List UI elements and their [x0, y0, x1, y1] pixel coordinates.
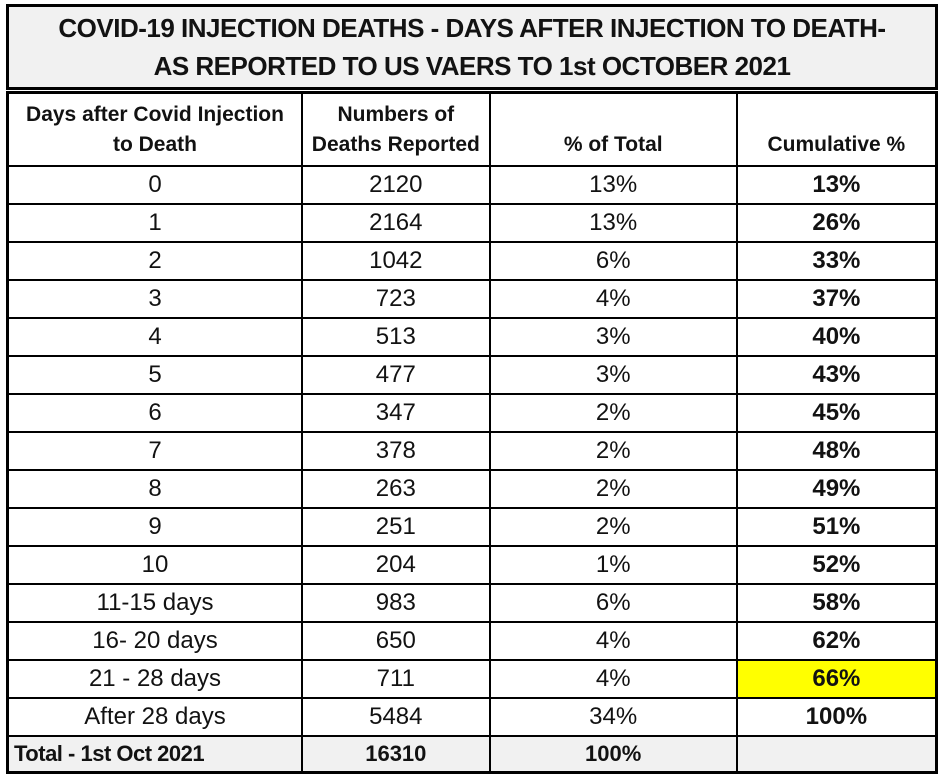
days-after-injection-cell: 4 — [6, 317, 303, 357]
deaths-reported-cell: 204 — [300, 545, 491, 585]
pct-of-total-cell: 3% — [488, 317, 738, 357]
table-row: 3 723 4% 37% — [6, 279, 938, 319]
pct-of-total-cell: 1% — [488, 545, 738, 585]
deaths-reported-cell: 5484 — [300, 697, 491, 737]
column-header-days: Days after Covid Injection to Death — [6, 91, 303, 167]
days-after-injection-cell: 21 - 28 days — [6, 659, 303, 699]
deaths-reported-cell: 1042 — [300, 241, 491, 281]
pct-of-total-cell: 2% — [488, 469, 738, 509]
table-row: 7 378 2% 48% — [6, 431, 938, 471]
table-title: COVID-19 INJECTION DEATHS - DAYS AFTER I… — [6, 4, 938, 90]
deaths-reported-cell: 513 — [300, 317, 491, 357]
table-row: 10 204 1% 52% — [6, 545, 938, 585]
cumulative-pct-cell: 26% — [735, 203, 938, 243]
cumulative-pct-cell: 58% — [735, 583, 938, 623]
cumulative-pct-cell: 48% — [735, 431, 938, 471]
pct-of-total-cell: 2% — [488, 431, 738, 471]
deaths-reported-cell: 723 — [300, 279, 491, 319]
days-after-injection-cell: 6 — [6, 393, 303, 433]
pct-of-total-cell: 4% — [488, 621, 738, 661]
total-cumulative-cell — [735, 735, 938, 774]
title-line-1: COVID-19 INJECTION DEATHS - DAYS AFTER I… — [58, 13, 886, 43]
cumulative-pct-cell: 43% — [735, 355, 938, 395]
deaths-reported-cell: 2164 — [300, 203, 491, 243]
deaths-reported-cell: 2120 — [300, 165, 491, 205]
deaths-reported-cell: 711 — [300, 659, 491, 699]
table-row: 6 347 2% 45% — [6, 393, 938, 433]
days-after-injection-cell: 3 — [6, 279, 303, 319]
days-after-injection-cell: 16- 20 days — [6, 621, 303, 661]
cumulative-pct-cell-highlighted: 66% — [735, 659, 938, 699]
deaths-reported-cell: 477 — [300, 355, 491, 395]
table-row: 8 263 2% 49% — [6, 469, 938, 509]
pct-of-total-cell: 2% — [488, 507, 738, 547]
cumulative-pct-cell: 62% — [735, 621, 938, 661]
table-row: 2 1042 6% 33% — [6, 241, 938, 281]
cumulative-pct-cell: 100% — [735, 697, 938, 737]
deaths-reported-cell: 251 — [300, 507, 491, 547]
days-after-injection-cell: 7 — [6, 431, 303, 471]
header-row: Days after Covid Injection to Death Numb… — [6, 91, 938, 167]
column-header-cumulative-pct: Cumulative % — [735, 91, 938, 167]
cumulative-pct-cell: 52% — [735, 545, 938, 585]
table-row: 5 477 3% 43% — [6, 355, 938, 395]
deaths-table: Days after Covid Injection to Death Numb… — [6, 91, 938, 774]
pct-of-total-cell: 3% — [488, 355, 738, 395]
cumulative-pct-cell: 40% — [735, 317, 938, 357]
days-after-injection-cell: 2 — [6, 241, 303, 281]
cumulative-pct-cell: 45% — [735, 393, 938, 433]
column-header-deaths-line2: Deaths Reported — [311, 132, 480, 156]
pct-of-total-cell: 4% — [488, 279, 738, 319]
days-after-injection-cell: 0 — [6, 165, 303, 205]
days-after-injection-cell: 8 — [6, 469, 303, 509]
pct-of-total-cell: 6% — [488, 241, 738, 281]
column-header-days-line1: Days after Covid Injection — [26, 102, 284, 126]
pct-of-total-cell: 13% — [488, 165, 738, 205]
table-row: 1 2164 13% 26% — [6, 203, 938, 243]
cumulative-pct-cell: 37% — [735, 279, 938, 319]
total-label-cell: Total - 1st Oct 2021 — [6, 735, 303, 774]
total-pct-cell: 100% — [488, 735, 738, 774]
days-after-injection-cell: 11-15 days — [6, 583, 303, 623]
table-row: 9 251 2% 51% — [6, 507, 938, 547]
cumulative-pct-cell: 49% — [735, 469, 938, 509]
pct-of-total-cell: 4% — [488, 659, 738, 699]
days-after-injection-cell: 10 — [6, 545, 303, 585]
deaths-reported-cell: 263 — [300, 469, 491, 509]
cumulative-pct-cell: 33% — [735, 241, 938, 281]
deaths-reported-cell: 347 — [300, 393, 491, 433]
days-after-injection-cell: 5 — [6, 355, 303, 395]
column-header-deaths-line1: Numbers of — [337, 102, 455, 126]
title-line-2: AS REPORTED TO US VAERS TO 1st OCTOBER 2… — [153, 51, 791, 81]
total-row: Total - 1st Oct 2021 16310 100% — [6, 735, 938, 774]
table-row: 11-15 days 983 6% 58% — [6, 583, 938, 623]
table-row: 0 2120 13% 13% — [6, 165, 938, 205]
deaths-reported-cell: 983 — [300, 583, 491, 623]
column-header-deaths: Numbers of Deaths Reported — [300, 91, 491, 167]
column-header-days-line2: to Death — [112, 132, 197, 156]
table-row: After 28 days 5484 34% 100% — [6, 697, 938, 737]
days-after-injection-cell: 1 — [6, 203, 303, 243]
pct-of-total-cell: 6% — [488, 583, 738, 623]
table-row: 16- 20 days 650 4% 62% — [6, 621, 938, 661]
days-after-injection-cell: After 28 days — [6, 697, 303, 737]
pct-of-total-cell: 34% — [488, 697, 738, 737]
table-row: 4 513 3% 40% — [6, 317, 938, 357]
deaths-reported-cell: 650 — [300, 621, 491, 661]
cumulative-pct-cell: 51% — [735, 507, 938, 547]
pct-of-total-cell: 13% — [488, 203, 738, 243]
deaths-reported-cell: 378 — [300, 431, 491, 471]
column-header-pct-of-total: % of Total — [488, 91, 738, 167]
total-deaths-cell: 16310 — [300, 735, 491, 774]
pct-of-total-cell: 2% — [488, 393, 738, 433]
days-after-injection-cell: 9 — [6, 507, 303, 547]
cumulative-pct-cell: 13% — [735, 165, 938, 205]
table-row: 21 - 28 days 711 4% 66% — [6, 659, 938, 699]
